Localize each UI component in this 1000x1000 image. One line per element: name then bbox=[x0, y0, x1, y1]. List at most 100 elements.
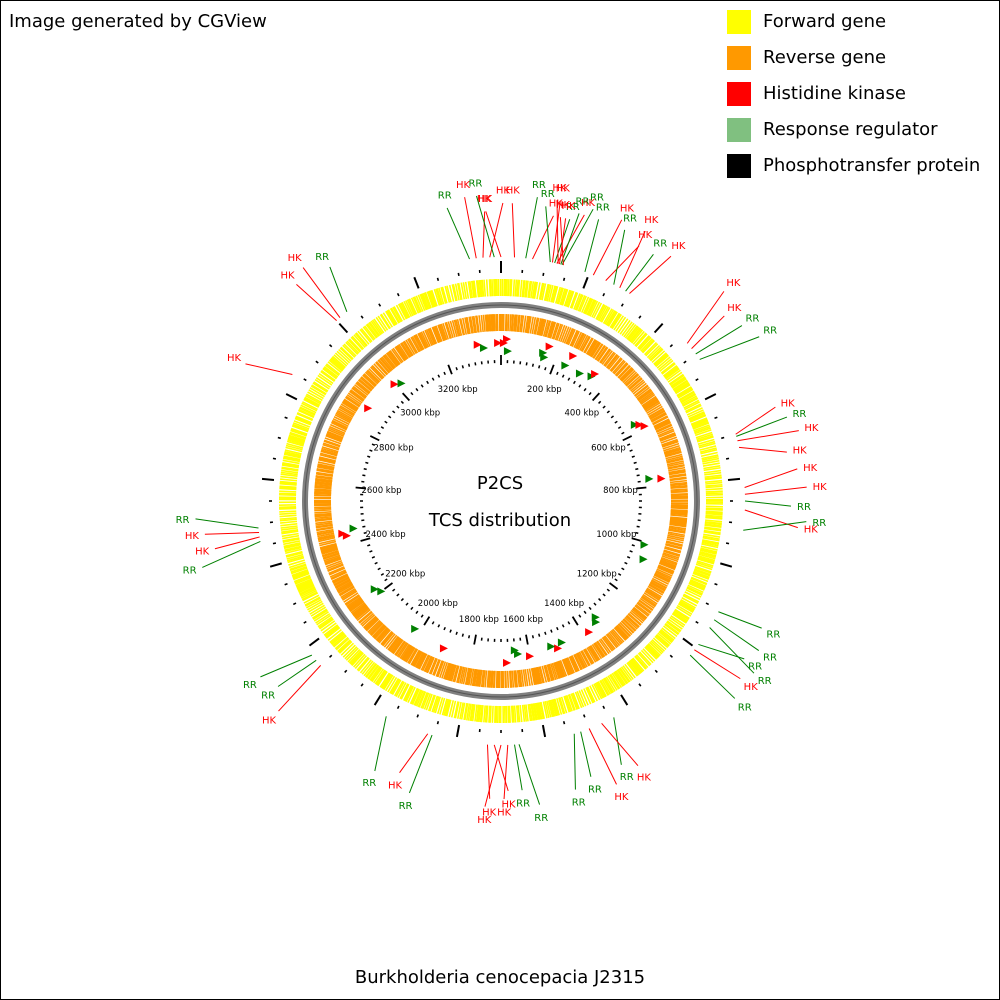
reverse-gene-bar bbox=[375, 361, 389, 375]
forward-gene-bar bbox=[613, 315, 625, 331]
forward-gene-bar bbox=[676, 386, 692, 397]
forward-gene-bar bbox=[330, 631, 345, 645]
inner-tick bbox=[420, 614, 424, 618]
forward-gene-bar bbox=[659, 629, 674, 642]
reverse-gene-bar bbox=[624, 372, 639, 386]
reverse-gene-bar bbox=[641, 595, 657, 607]
outer-tick bbox=[682, 637, 694, 647]
forward-gene-bar bbox=[436, 697, 444, 715]
reverse-gene-bar bbox=[544, 320, 551, 338]
reverse-gene-bar bbox=[478, 669, 483, 687]
forward-gene-bar bbox=[469, 703, 474, 721]
forward-gene-bar bbox=[444, 699, 451, 717]
forward-gene-bar bbox=[680, 392, 696, 403]
forward-gene-bar bbox=[279, 482, 297, 486]
forward-gene-bar bbox=[281, 532, 299, 538]
reverse-gene-bar bbox=[314, 482, 332, 486]
reverse-gene-bar bbox=[663, 549, 681, 556]
forward-gene-bar bbox=[285, 551, 303, 558]
forward-gene-bar bbox=[397, 303, 408, 320]
reverse-gene-bar bbox=[599, 638, 612, 653]
forward-gene-bar bbox=[610, 313, 621, 329]
reverse-gene-bar bbox=[507, 314, 510, 332]
forward-gene-bar bbox=[559, 288, 566, 305]
inner-tick bbox=[614, 420, 618, 424]
reverse-gene-bar bbox=[576, 333, 586, 350]
rr-callout-label: RR bbox=[763, 653, 777, 664]
forward-gene-bar bbox=[554, 286, 562, 304]
forward-gene-bar bbox=[521, 704, 526, 722]
forward-gene-bar bbox=[412, 296, 421, 313]
rr-callout-line bbox=[584, 219, 600, 273]
outer-tick bbox=[638, 315, 642, 319]
reverse-gene-bar bbox=[382, 632, 395, 647]
forward-gene-bar bbox=[701, 543, 719, 549]
forward-gene-bar bbox=[329, 630, 344, 644]
forward-gene-bar bbox=[320, 369, 336, 382]
reverse-gene-bar bbox=[492, 670, 496, 688]
forward-gene-bar bbox=[671, 613, 687, 624]
reverse-gene-bar bbox=[491, 670, 494, 688]
reverse-gene-bar bbox=[425, 329, 435, 346]
rr-marker bbox=[592, 618, 601, 627]
reverse-gene-bar bbox=[419, 332, 428, 349]
forward-gene-bar bbox=[689, 579, 707, 588]
outer-tick bbox=[396, 292, 400, 297]
reverse-gene-bar bbox=[656, 426, 674, 435]
forward-gene-bar bbox=[667, 371, 683, 383]
forward-gene-bar bbox=[609, 312, 620, 328]
inner-tick bbox=[624, 561, 628, 565]
hk-callout-line bbox=[619, 230, 646, 289]
forward-gene-bar bbox=[355, 332, 368, 347]
reverse-gene-bar bbox=[535, 667, 541, 685]
outer-tick bbox=[602, 705, 606, 710]
outer-tick bbox=[269, 562, 282, 568]
hk-callout-label: HK bbox=[506, 186, 521, 197]
hk-callout-line bbox=[503, 744, 509, 800]
forward-gene-bar bbox=[525, 280, 529, 298]
forward-gene-bar bbox=[632, 657, 645, 672]
inner-tick bbox=[544, 367, 547, 371]
forward-gene-bar bbox=[685, 588, 702, 598]
forward-gene-bar bbox=[705, 507, 723, 510]
reverse-gene-bar bbox=[480, 314, 484, 333]
forward-gene-bar bbox=[661, 362, 676, 375]
reverse-gene-bar bbox=[667, 531, 685, 537]
reverse-gene-bar bbox=[378, 629, 391, 644]
rr-callout-label: RR bbox=[176, 515, 190, 526]
forward-gene-bar bbox=[287, 556, 305, 564]
reverse-gene-bar bbox=[372, 624, 386, 639]
forward-gene-bar bbox=[611, 314, 623, 330]
hk-callout-line bbox=[214, 536, 260, 550]
forward-gene-bar bbox=[369, 666, 381, 681]
forward-gene-bar bbox=[536, 702, 542, 720]
outer-tick bbox=[704, 393, 717, 401]
reverse-gene-bar bbox=[670, 511, 688, 515]
reverse-gene-bar bbox=[478, 315, 482, 333]
forward-gene-bar bbox=[404, 685, 413, 702]
forward-gene-bar bbox=[669, 374, 685, 386]
reverse-gene-bar bbox=[365, 617, 379, 631]
reverse-gene-bar bbox=[602, 636, 615, 651]
forward-gene-bar bbox=[541, 283, 547, 301]
reverse-gene-bar bbox=[458, 318, 465, 336]
reverse-gene-bar bbox=[584, 648, 595, 664]
forward-gene-bar bbox=[298, 584, 315, 594]
forward-gene-bar bbox=[599, 680, 609, 696]
forward-gene-bar bbox=[697, 438, 715, 445]
forward-gene-bar bbox=[700, 449, 718, 455]
forward-gene-bar bbox=[634, 655, 647, 670]
forward-gene-bar bbox=[700, 548, 718, 554]
forward-gene-bar bbox=[297, 582, 314, 591]
forward-gene-bar bbox=[283, 456, 301, 462]
hk-callout-line bbox=[556, 200, 559, 264]
reverse-gene-bar bbox=[659, 432, 676, 441]
forward-gene-bar bbox=[634, 655, 648, 670]
reverse-gene-bar bbox=[433, 659, 441, 676]
reverse-gene-bar bbox=[661, 438, 678, 446]
rr-marker bbox=[479, 343, 488, 352]
forward-gene-bar bbox=[551, 699, 557, 717]
forward-gene-bar bbox=[620, 666, 633, 682]
forward-gene-bar bbox=[536, 282, 541, 300]
reverse-gene-bar bbox=[395, 641, 407, 657]
